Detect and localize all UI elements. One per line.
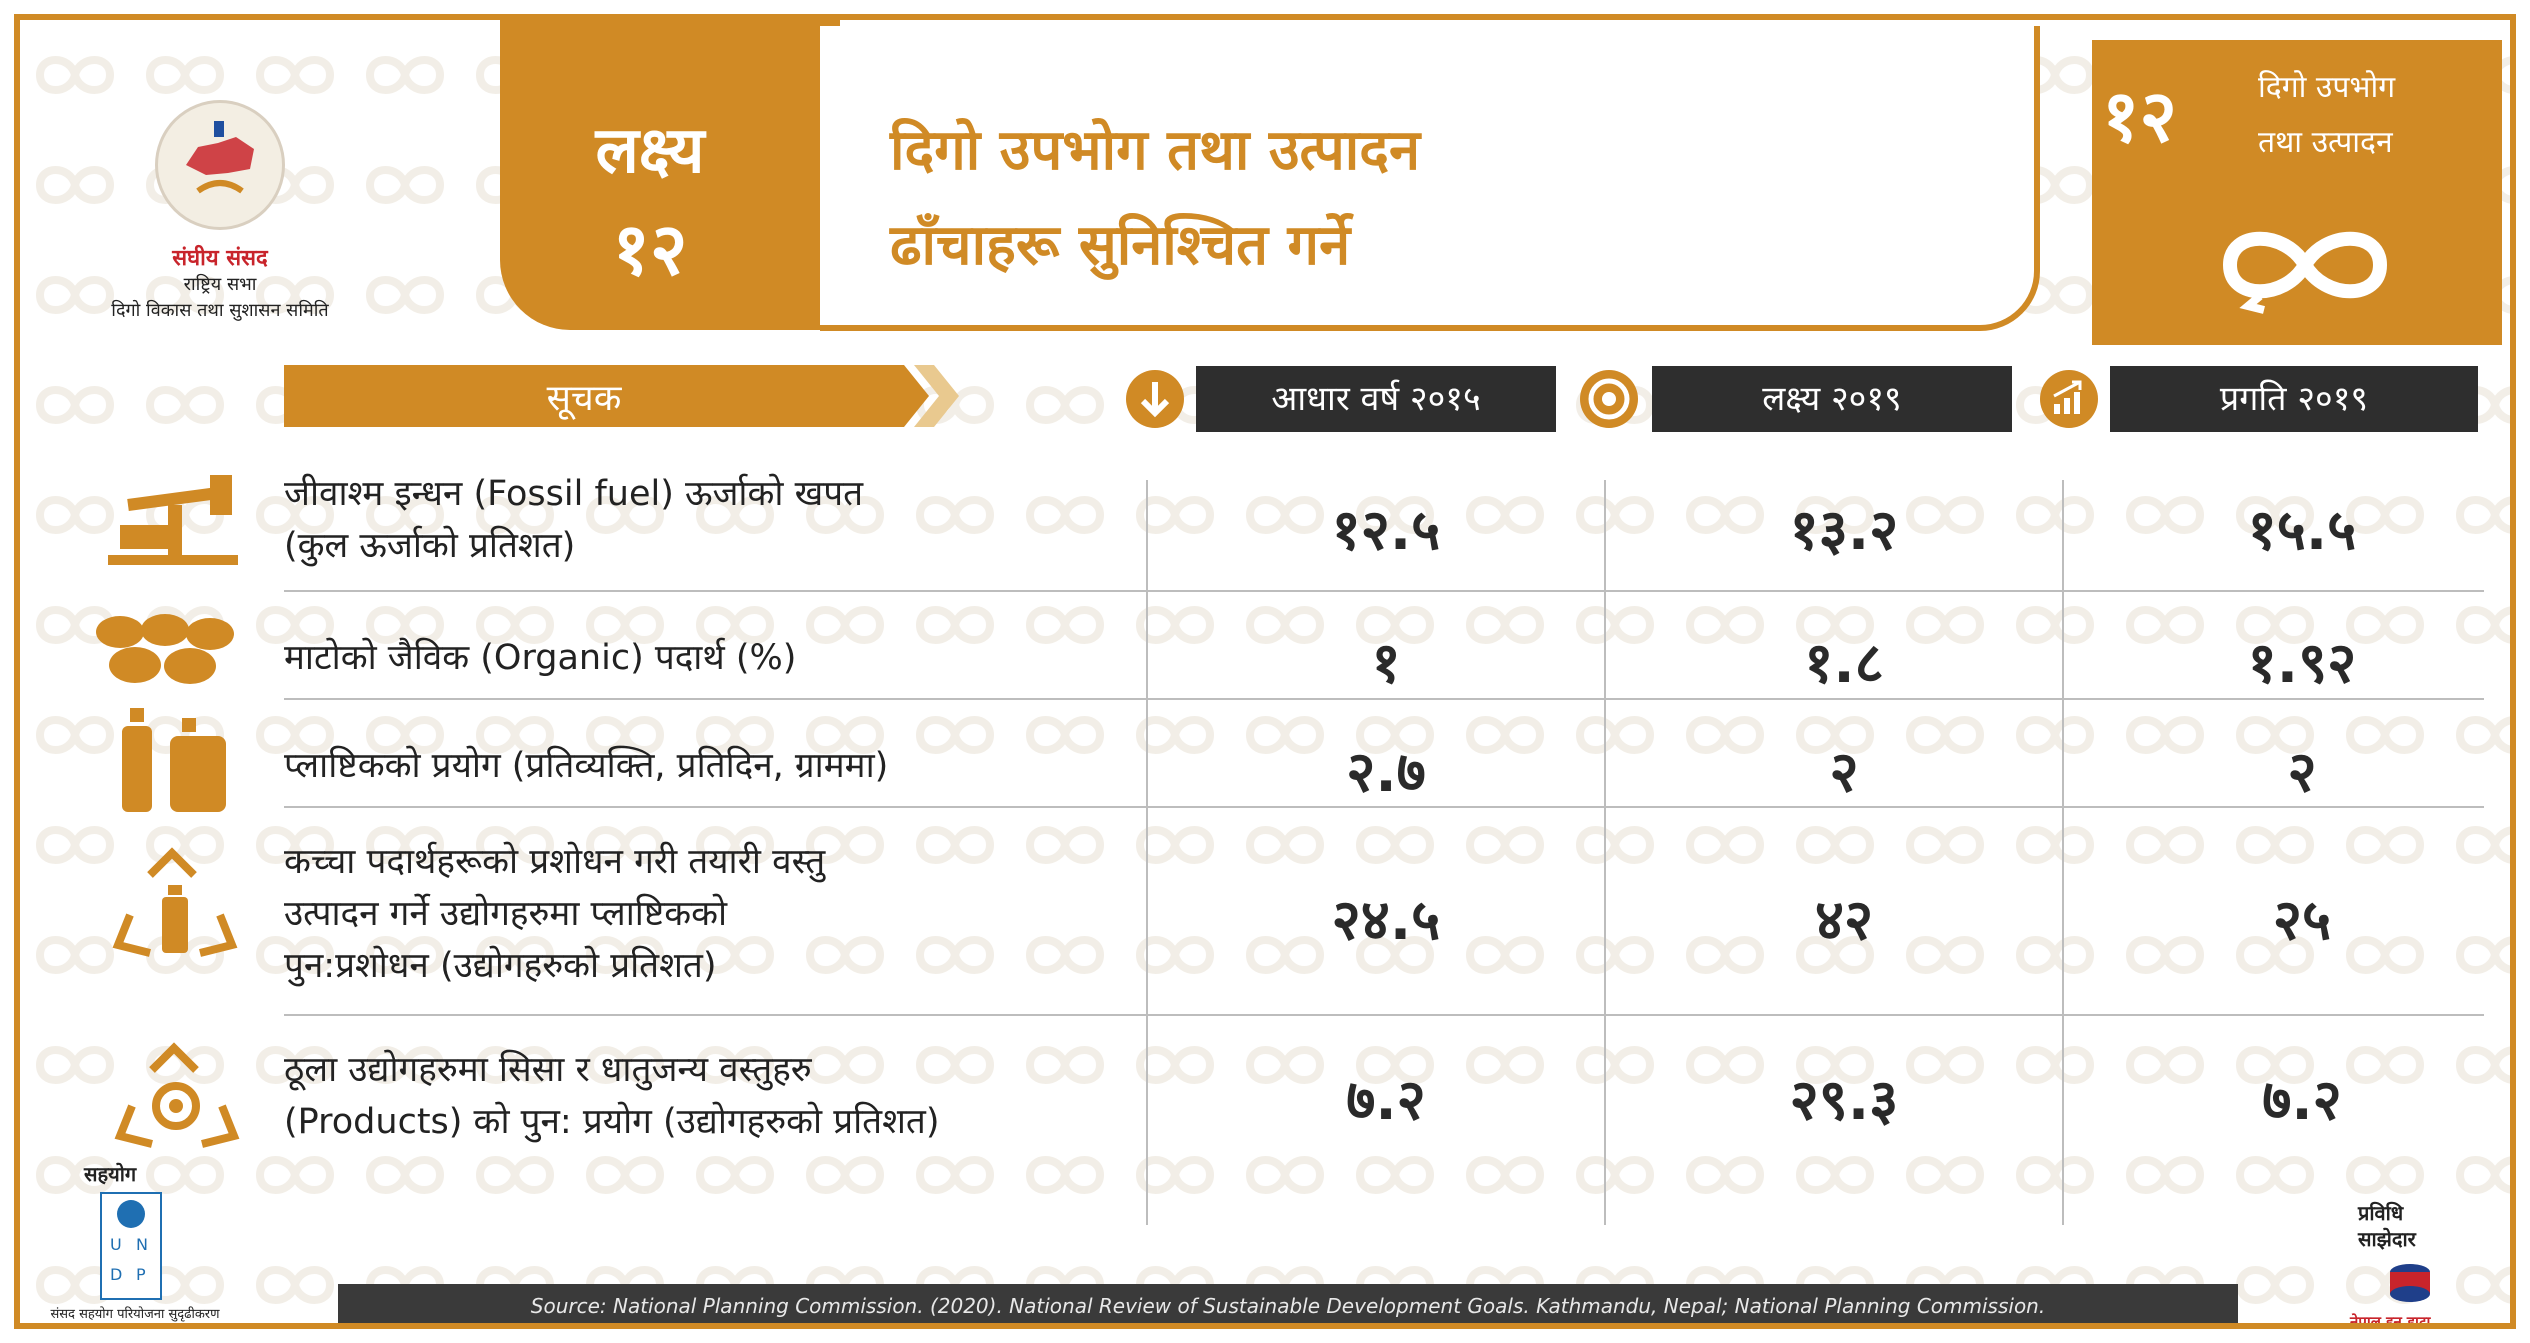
sdg-text-line-2: तथा उत्पादन xyxy=(2258,125,2393,160)
progress-value-row-3: २ xyxy=(2287,740,2317,805)
goal-title-line-2: ढाँचाहरू सुनिश्चित गर्ने xyxy=(890,213,1351,278)
undp-letter: P xyxy=(136,1265,146,1284)
baseline-value-row-4: २४.५ xyxy=(1331,888,1441,953)
target-value-row-1: १३.२ xyxy=(1789,498,1899,563)
indicator-label-row-1: जीवाश्म इन्धन (Fossil fuel) ऊर्जाको खपत … xyxy=(284,468,1164,572)
baseline-value-row-5: ७.२ xyxy=(1346,1068,1426,1133)
goal-number: १२ xyxy=(612,207,688,291)
sdg-text-line-1: दिगो उपभोग xyxy=(2258,70,2396,105)
goal-label-box xyxy=(500,20,840,330)
indicator-label-line: कच्चा पदार्थहरूको प्रशोधन गरी तयारी वस्त… xyxy=(284,842,826,882)
target-value-row-5: २९.३ xyxy=(1789,1068,1899,1133)
recycle-gear-icon xyxy=(114,1042,240,1148)
progress-value-row-2: १.९२ xyxy=(2247,631,2357,696)
column-divider xyxy=(1146,480,1148,1225)
tech-partner-label-line: प्रविधि xyxy=(2358,1201,2404,1225)
recycle-bottle-icon xyxy=(112,847,238,957)
indicator-label-line: ठूला उद्योगहरुमा सिसा र धातुजन्य वस्तुहर… xyxy=(284,1050,812,1090)
indicator-label-row-2: माटोको जैविक (Organic) पदार्थ (%) xyxy=(284,632,1164,684)
sdg-number: १२ xyxy=(2102,74,2177,158)
tech-partner-label-line: साझेदार xyxy=(2358,1227,2416,1251)
baseline-value-row-1: १२.५ xyxy=(1331,498,1441,563)
arrow-down-icon xyxy=(1126,370,1184,428)
progress-value-row-1: १५.५ xyxy=(2247,498,2357,563)
goal-word: लक्ष्य xyxy=(595,114,705,188)
plastic-bottles-icon xyxy=(122,708,226,812)
indicator-label-line: (Products) को पुन: प्रयोग (उद्योगहरुको प… xyxy=(284,1102,940,1142)
row-divider xyxy=(284,590,2484,592)
progress-value-row-5: ७.२ xyxy=(2262,1068,2342,1133)
sdg-badge xyxy=(2092,40,2502,345)
target-icon xyxy=(1580,370,1638,428)
support-label: सहयोग xyxy=(84,1162,137,1186)
row-divider xyxy=(284,698,2484,700)
row-divider xyxy=(284,806,2484,808)
logo-subtitle-1: राष्ट्रिय सभा xyxy=(183,274,257,295)
infographic-frame: संघीय संसद राष्ट्रिय सभा दिगो विकास तथा … xyxy=(14,14,2516,1329)
row-divider xyxy=(284,1014,2484,1016)
infinity-icon xyxy=(2222,231,2388,314)
indicator-header-banner xyxy=(284,365,959,427)
oil-pump-icon xyxy=(108,475,238,565)
indicator-label-line: जीवाश्म इन्धन (Fossil fuel) ऊर्जाको खपत xyxy=(284,474,864,514)
indicator-label-line: (कुल ऊर्जाको प्रतिशत) xyxy=(284,526,576,566)
tech-partner-label: प्रविधि साझेदार xyxy=(2358,1200,2478,1252)
baseline-value-row-2: १ xyxy=(1371,631,1401,696)
baseline-column-header: आधार वर्ष २०१५ xyxy=(1196,366,1556,432)
progress-value-row-4: २५ xyxy=(2272,888,2332,953)
column-divider xyxy=(2062,480,2064,1225)
indicator-header-label: सूचक xyxy=(546,378,622,419)
growth-chart-icon xyxy=(2040,370,2098,428)
target-value-row-4: ४२ xyxy=(1814,888,1874,953)
undp-letter: U xyxy=(110,1235,122,1254)
progress-column-header: प्रगति २०१९ xyxy=(2110,366,2478,432)
logo-org-name: संघीय संसद xyxy=(172,246,268,271)
parliament-logo xyxy=(155,100,285,230)
indicator-label-line: प्लाष्टिकको प्रयोग (प्रतिव्यक्ति, प्रतिद… xyxy=(284,746,889,786)
nepal-in-data-logo xyxy=(2390,1264,2430,1302)
undp-logo: U N D P xyxy=(100,1192,162,1300)
indicator-label-row-4: कच्चा पदार्थहरूको प्रशोधन गरी तयारी वस्त… xyxy=(284,836,1164,992)
logo-subtitle-2: दिगो विकास तथा सुशासन समिति xyxy=(111,300,329,321)
column-divider xyxy=(1604,480,1606,1225)
goal-title-line-1: दिगो उपभोग तथा उत्पादन xyxy=(890,118,1421,183)
undp-letter: D xyxy=(110,1265,122,1284)
indicator-label-row-5: ठूला उद्योगहरुमा सिसा र धातुजन्य वस्तुहर… xyxy=(284,1044,1164,1148)
undp-letter: N xyxy=(136,1235,148,1254)
source-citation: Source: National Planning Commission. (2… xyxy=(338,1284,2238,1323)
indicator-label-line: पुन:प्रशोधन (उद्योगहरुको प्रतिशत) xyxy=(284,946,717,986)
indicator-label-line: माटोको जैविक (Organic) पदार्थ (%) xyxy=(284,638,797,678)
tech-partner-name: नेपाल इन डाटा xyxy=(2350,1313,2431,1329)
indicator-label-line: उत्पादन गर्ने उद्योगहरुमा प्लाष्टिकको xyxy=(284,894,728,934)
undp-caption: संसद सहयोग परियोजना सुदृढीकरण xyxy=(50,1307,220,1322)
goal-title-box xyxy=(820,26,2040,331)
target-value-row-3: २ xyxy=(1829,740,1859,805)
indicator-label-row-3: प्लाष्टिकको प्रयोग (प्रतिव्यक्ति, प्रतिद… xyxy=(284,740,1164,792)
baseline-value-row-3: २.७ xyxy=(1346,740,1426,805)
target-column-header: लक्ष्य २०१९ xyxy=(1652,366,2012,432)
soil-icon xyxy=(96,614,234,684)
target-value-row-2: १.८ xyxy=(1804,631,1884,696)
